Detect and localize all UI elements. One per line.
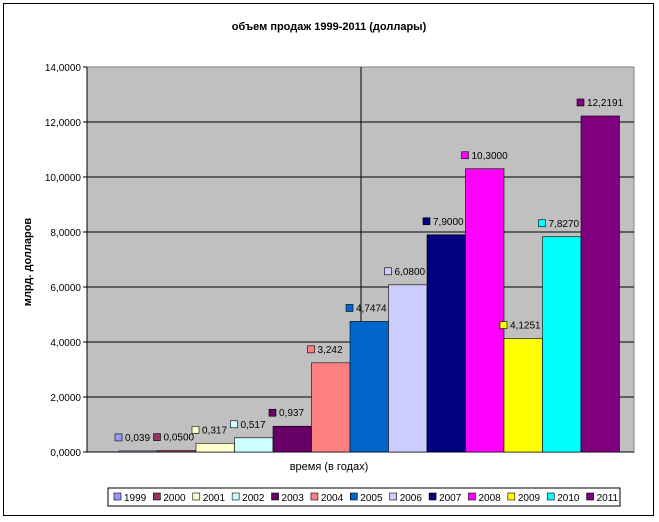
- legend-swatch-2010: [546, 492, 555, 501]
- data-label-2002: 0,517: [241, 420, 266, 431]
- bar-2001: [195, 442, 235, 453]
- data-label-2006: 6,0800: [395, 267, 426, 278]
- legend-swatch-2006: [389, 492, 397, 501]
- legend-swatch-2000: [153, 492, 161, 501]
- y-tick-label: 0,0000: [50, 448, 81, 459]
- data-label-1999: 0,039: [125, 433, 150, 444]
- x-axis-label: время (в годах): [290, 461, 369, 473]
- data-label-key: [538, 219, 546, 228]
- data-label-2007: 7,9000: [433, 217, 464, 228]
- data-label-key: [230, 420, 238, 429]
- legend-entry-2010: 2010: [557, 493, 580, 504]
- data-label-key: [153, 433, 161, 441]
- y-axis-ticks: 0,0000 2,0000 4,0000 6,0000 8,0000 10,0000 12,…: [45, 63, 87, 459]
- bar-2000: [157, 450, 197, 453]
- legend: 1999 2000 2001 2002 2003 2004 2005 2006 2007 2008…: [107, 487, 621, 507]
- bar-2007: [426, 234, 466, 453]
- data-label-key: [345, 304, 354, 312]
- data-label-key: [576, 98, 585, 107]
- y-tick-label: 14,0000: [45, 63, 82, 74]
- data-label-2001: 0,317: [202, 425, 227, 436]
- bar-2003: [272, 425, 312, 453]
- data-label-key: [191, 425, 200, 434]
- legend-box: [107, 487, 621, 507]
- y-tick-label: 2,0000: [50, 393, 81, 404]
- bar-2008: [465, 168, 505, 453]
- data-label-2010: 7,8270: [549, 219, 580, 230]
- legend-entry-2011: 2011: [597, 493, 619, 504]
- legend-swatch-2011: [586, 492, 594, 501]
- data-label-key: [268, 408, 277, 417]
- data-label-key: [307, 345, 315, 354]
- data-label-2000: 0,0500: [164, 433, 195, 444]
- legend-entry-2008: 2008: [478, 493, 501, 504]
- legend-swatch-2005: [350, 492, 358, 501]
- legend-entry-2007: 2007: [439, 493, 462, 504]
- y-tick-label: 4,0000: [50, 338, 81, 349]
- chart-frame: объем продаж 1999-2011 (доллары) 0,0000 2…: [3, 3, 654, 516]
- y-tick-label: 8,0000: [50, 228, 81, 239]
- chart-title: объем продаж 1999-2011 (доллары): [232, 21, 427, 33]
- bar-2010: [542, 236, 582, 453]
- bar-2011: [580, 115, 620, 453]
- bar-2009: [503, 338, 543, 453]
- y-axis-label: млрд. долларов: [22, 218, 34, 307]
- legend-entry-2005: 2005: [360, 493, 383, 504]
- data-label-2008: 10,3000: [472, 151, 509, 162]
- legend-entry-2001: 2001: [203, 493, 226, 504]
- data-label-key: [384, 267, 392, 276]
- legend-entry-2006: 2006: [400, 493, 423, 504]
- data-labels: 0,039 0,0500 0,317 0,517 0,937 3,242 4,7474 6,0…: [114, 98, 624, 444]
- legend-swatch-2009: [507, 492, 516, 501]
- y-tick-label: 12,0000: [45, 118, 82, 129]
- legend-entry-1999: 1999: [124, 493, 147, 504]
- legend-swatch-2004: [310, 492, 319, 501]
- data-label-key: [422, 217, 431, 226]
- data-label-2004: 3,242: [318, 345, 343, 356]
- legend-swatch-2002: [231, 492, 240, 501]
- legend-swatch-2008: [468, 492, 476, 501]
- data-label-2005: 4,7474: [356, 303, 387, 314]
- bar-2004: [311, 362, 351, 453]
- data-label-2011: 12,2191: [587, 98, 624, 109]
- legend-swatch-2007: [428, 492, 437, 501]
- bar-2006: [388, 284, 428, 453]
- data-label-2009: 4,1251: [510, 321, 541, 332]
- bar-2005: [349, 321, 389, 453]
- data-label-key: [461, 151, 469, 160]
- legend-entry-2002: 2002: [242, 493, 265, 504]
- legend-entry-2004: 2004: [321, 493, 344, 504]
- bar-2002: [234, 437, 274, 453]
- bars: [118, 115, 620, 453]
- legend-swatch-2001: [192, 492, 201, 501]
- y-tick-label: 6,0000: [50, 283, 81, 294]
- bar-chart: объем продаж 1999-2011 (доллары) 0,0000 2…: [22, 21, 635, 507]
- legend-entry-2009: 2009: [518, 493, 541, 504]
- y-tick-label: 10,0000: [45, 173, 82, 184]
- data-label-key: [499, 321, 508, 329]
- legend-swatch-1999: [113, 492, 122, 501]
- legend-entry-2000: 2000: [163, 493, 186, 504]
- legend-swatch-2003: [271, 492, 279, 501]
- data-label-key: [114, 433, 123, 442]
- legend-entry-2003: 2003: [282, 493, 305, 504]
- data-label-2003: 0,937: [279, 408, 304, 419]
- bar-1999: [118, 450, 158, 453]
